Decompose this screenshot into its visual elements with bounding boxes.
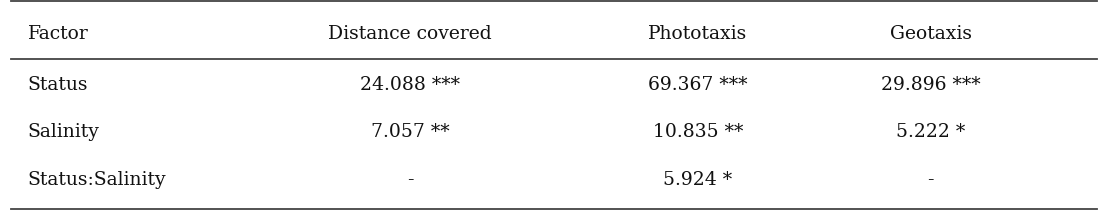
Text: Distance covered: Distance covered [328, 25, 492, 43]
Text: Status:Salinity: Status:Salinity [28, 171, 166, 189]
Text: Salinity: Salinity [28, 123, 100, 141]
Text: -: - [927, 171, 934, 189]
Text: 29.896 ***: 29.896 *** [881, 76, 981, 94]
Text: 69.367 ***: 69.367 *** [648, 76, 748, 94]
Text: Phototaxis: Phototaxis [648, 25, 748, 43]
Text: 5.222 *: 5.222 * [896, 123, 965, 141]
Text: -: - [407, 171, 413, 189]
Text: 10.835 **: 10.835 ** [653, 123, 743, 141]
Text: 7.057 **: 7.057 ** [371, 123, 449, 141]
Text: 5.924 *: 5.924 * [664, 171, 732, 189]
Text: Status: Status [28, 76, 89, 94]
Text: 24.088 ***: 24.088 *** [360, 76, 460, 94]
Text: Geotaxis: Geotaxis [890, 25, 972, 43]
Text: Factor: Factor [28, 25, 89, 43]
